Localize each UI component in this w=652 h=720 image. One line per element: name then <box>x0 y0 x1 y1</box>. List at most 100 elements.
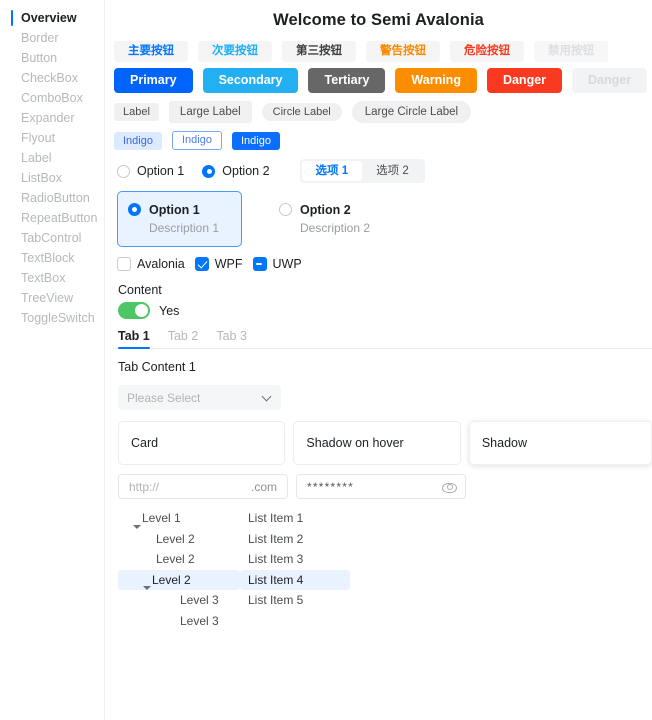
list-item[interactable]: List Item 1 <box>248 511 304 526</box>
light-button-tertiary[interactable]: 第三按钮 <box>282 41 356 62</box>
tree-node[interactable]: Level 2 <box>118 549 240 570</box>
card-title: Card <box>131 436 159 450</box>
tag-large-label: Large Label <box>168 101 252 123</box>
light-button-danger[interactable]: 危险按钮 <box>450 41 524 62</box>
sidebar-item-checkbox[interactable]: CheckBox <box>0 68 104 88</box>
checkbox-avalonia[interactable]: Avalonia <box>117 257 185 271</box>
solid-button-tertiary[interactable]: Tertiary <box>308 68 386 93</box>
light-button-primary[interactable]: 主要按钮 <box>114 41 188 62</box>
radio-circle-icon <box>279 203 292 216</box>
list-item[interactable]: List Item 3 <box>248 552 304 567</box>
tree-node[interactable]: Level 3 <box>118 590 240 611</box>
radio-card-option-2[interactable]: Option 2 Description 2 <box>268 191 393 247</box>
sidebar-item-repeatbutton[interactable]: RepeatButton <box>0 208 104 228</box>
tab-1[interactable]: Tab 1 <box>118 329 160 349</box>
solid-button-disabled: Danger <box>572 68 648 93</box>
radio-card-row: Option 1 Description 1 Option 2 Descript… <box>113 191 652 247</box>
toggle-switch-row: Yes <box>113 302 652 319</box>
url-input-placeholder: http:// <box>129 479 160 494</box>
sidebar-item-textblock[interactable]: TextBlock <box>0 248 104 268</box>
sidebar-item-listbox[interactable]: ListBox <box>0 168 104 188</box>
list-item-selected[interactable]: List Item 4 <box>240 569 350 590</box>
tag-circle-label: Circle Label <box>261 103 342 121</box>
tab-2[interactable]: Tab 2 <box>167 329 199 343</box>
checkbox-row: Avalonia WPF UWP <box>113 257 652 271</box>
sidebar-item-label[interactable]: Label <box>0 148 104 168</box>
url-input-suffix: .com <box>250 479 277 494</box>
sidebar-item-expander[interactable]: Expander <box>0 108 104 128</box>
tag-indigo-light: Indigo <box>114 131 162 150</box>
light-button-disabled: 禁用按钮 <box>534 41 608 62</box>
sidebar-item-combobox[interactable]: ComboBox <box>0 88 104 108</box>
radio-button-row: Option 1 Option 2 选项 1 选项 2 <box>113 159 652 183</box>
tree-node[interactable]: Level 3 <box>118 611 240 632</box>
sidebar: Overview Border Button CheckBox ComboBox… <box>0 0 105 720</box>
checkbox-check-icon <box>194 257 209 271</box>
tree-node[interactable]: Level 2 <box>118 529 240 550</box>
sidebar-item-label: RadioButton <box>21 191 90 205</box>
checkbox-indeterminate-icon <box>252 257 267 271</box>
sidebar-item-label: Label <box>21 151 52 165</box>
list-item[interactable]: List Item 2 <box>248 531 304 546</box>
radio-circle-icon <box>117 164 130 178</box>
tag-large-circle-label: Large Circle Label <box>351 101 472 123</box>
sidebar-item-label: TextBox <box>21 271 66 285</box>
tree-and-list: Level 1 Level 2 Level 2 Level 2 Level 3 … <box>113 508 652 631</box>
radio-card-option-1[interactable]: Option 1 Description 1 <box>117 191 242 247</box>
tree-node[interactable]: Level 1 <box>118 508 240 529</box>
sidebar-item-label: Overview <box>21 11 77 25</box>
sidebar-item-label: ComboBox <box>21 91 83 105</box>
sidebar-item-label: TabControl <box>21 231 82 245</box>
card-title: Shadow <box>481 436 528 450</box>
page-title: Welcome to Semi Avalonia <box>273 11 484 29</box>
sidebar-item-label: Button <box>21 51 58 65</box>
segmented-item-2[interactable]: 选项 2 <box>376 165 409 177</box>
light-button-row: 主要按钮 次要按钮 第三按钮 警告按钮 危险按钮 禁用按钮 <box>113 41 652 62</box>
combobox-placeholder: Please Select <box>127 390 201 405</box>
solid-button-secondary[interactable]: Secondary <box>202 68 299 93</box>
tree-node-label: Level 2 <box>156 531 195 546</box>
solid-button-warning[interactable]: Warning <box>395 68 477 93</box>
card-plain[interactable]: Card <box>118 421 286 465</box>
segmented-item-1[interactable]: 选项 1 <box>301 161 363 181</box>
list-item[interactable]: List Item 5 <box>248 593 304 608</box>
sidebar-item-textbox[interactable]: TextBox <box>0 268 104 288</box>
sidebar-item-treeview[interactable]: TreeView <box>0 288 104 308</box>
checkbox-uwp[interactable]: UWP <box>252 257 302 271</box>
checkbox-uwp-label: UWP <box>272 257 302 271</box>
radio-card-title: Option 1 <box>149 203 200 217</box>
password-input[interactable]: ******** <box>296 474 466 499</box>
url-input[interactable]: http:// .com <box>118 474 288 499</box>
tree-node-label: Level 3 <box>180 593 219 608</box>
tree-node-selected[interactable]: Level 2 <box>118 569 240 591</box>
light-button-secondary[interactable]: 次要按钮 <box>198 41 272 62</box>
toggle-switch[interactable] <box>118 302 150 319</box>
sidebar-item-flyout[interactable]: Flyout <box>0 128 104 148</box>
eye-icon[interactable] <box>442 480 457 493</box>
sidebar-item-radiobutton[interactable]: RadioButton <box>0 188 104 208</box>
solid-button-primary[interactable]: Primary <box>114 68 193 93</box>
chevron-down-icon <box>263 393 272 402</box>
combobox[interactable]: Please Select <box>118 385 281 410</box>
card-shadow-on-hover[interactable]: Shadow on hover <box>293 421 461 465</box>
sidebar-item-tabcontrol[interactable]: TabControl <box>0 228 104 248</box>
textbox-row: http:// .com ******** <box>113 474 652 499</box>
toggle-knob-icon <box>135 304 148 317</box>
card-shadow[interactable]: Shadow <box>468 421 652 465</box>
tree-node-label: Level 1 <box>142 511 181 526</box>
tab-3[interactable]: Tab 3 <box>216 329 247 343</box>
label-tag-row: Label Large Label Circle Label Large Cir… <box>113 101 652 123</box>
radio-option-1[interactable]: Option 1 <box>117 164 184 178</box>
checkbox-wpf[interactable]: WPF <box>194 257 243 271</box>
toggle-label: Yes <box>159 303 180 318</box>
sidebar-item-toggleswitch[interactable]: ToggleSwitch <box>0 308 104 328</box>
solid-button-danger[interactable]: Danger <box>486 68 563 93</box>
sidebar-item-label: ListBox <box>21 171 62 185</box>
sidebar-item-overview[interactable]: Overview <box>0 8 104 28</box>
light-button-warning[interactable]: 警告按钮 <box>366 41 440 62</box>
sidebar-item-label: Border <box>21 31 59 45</box>
radio-option-2[interactable]: Option 2 <box>202 164 270 178</box>
sidebar-item-button[interactable]: Button <box>0 48 104 68</box>
sidebar-item-border[interactable]: Border <box>0 28 104 48</box>
